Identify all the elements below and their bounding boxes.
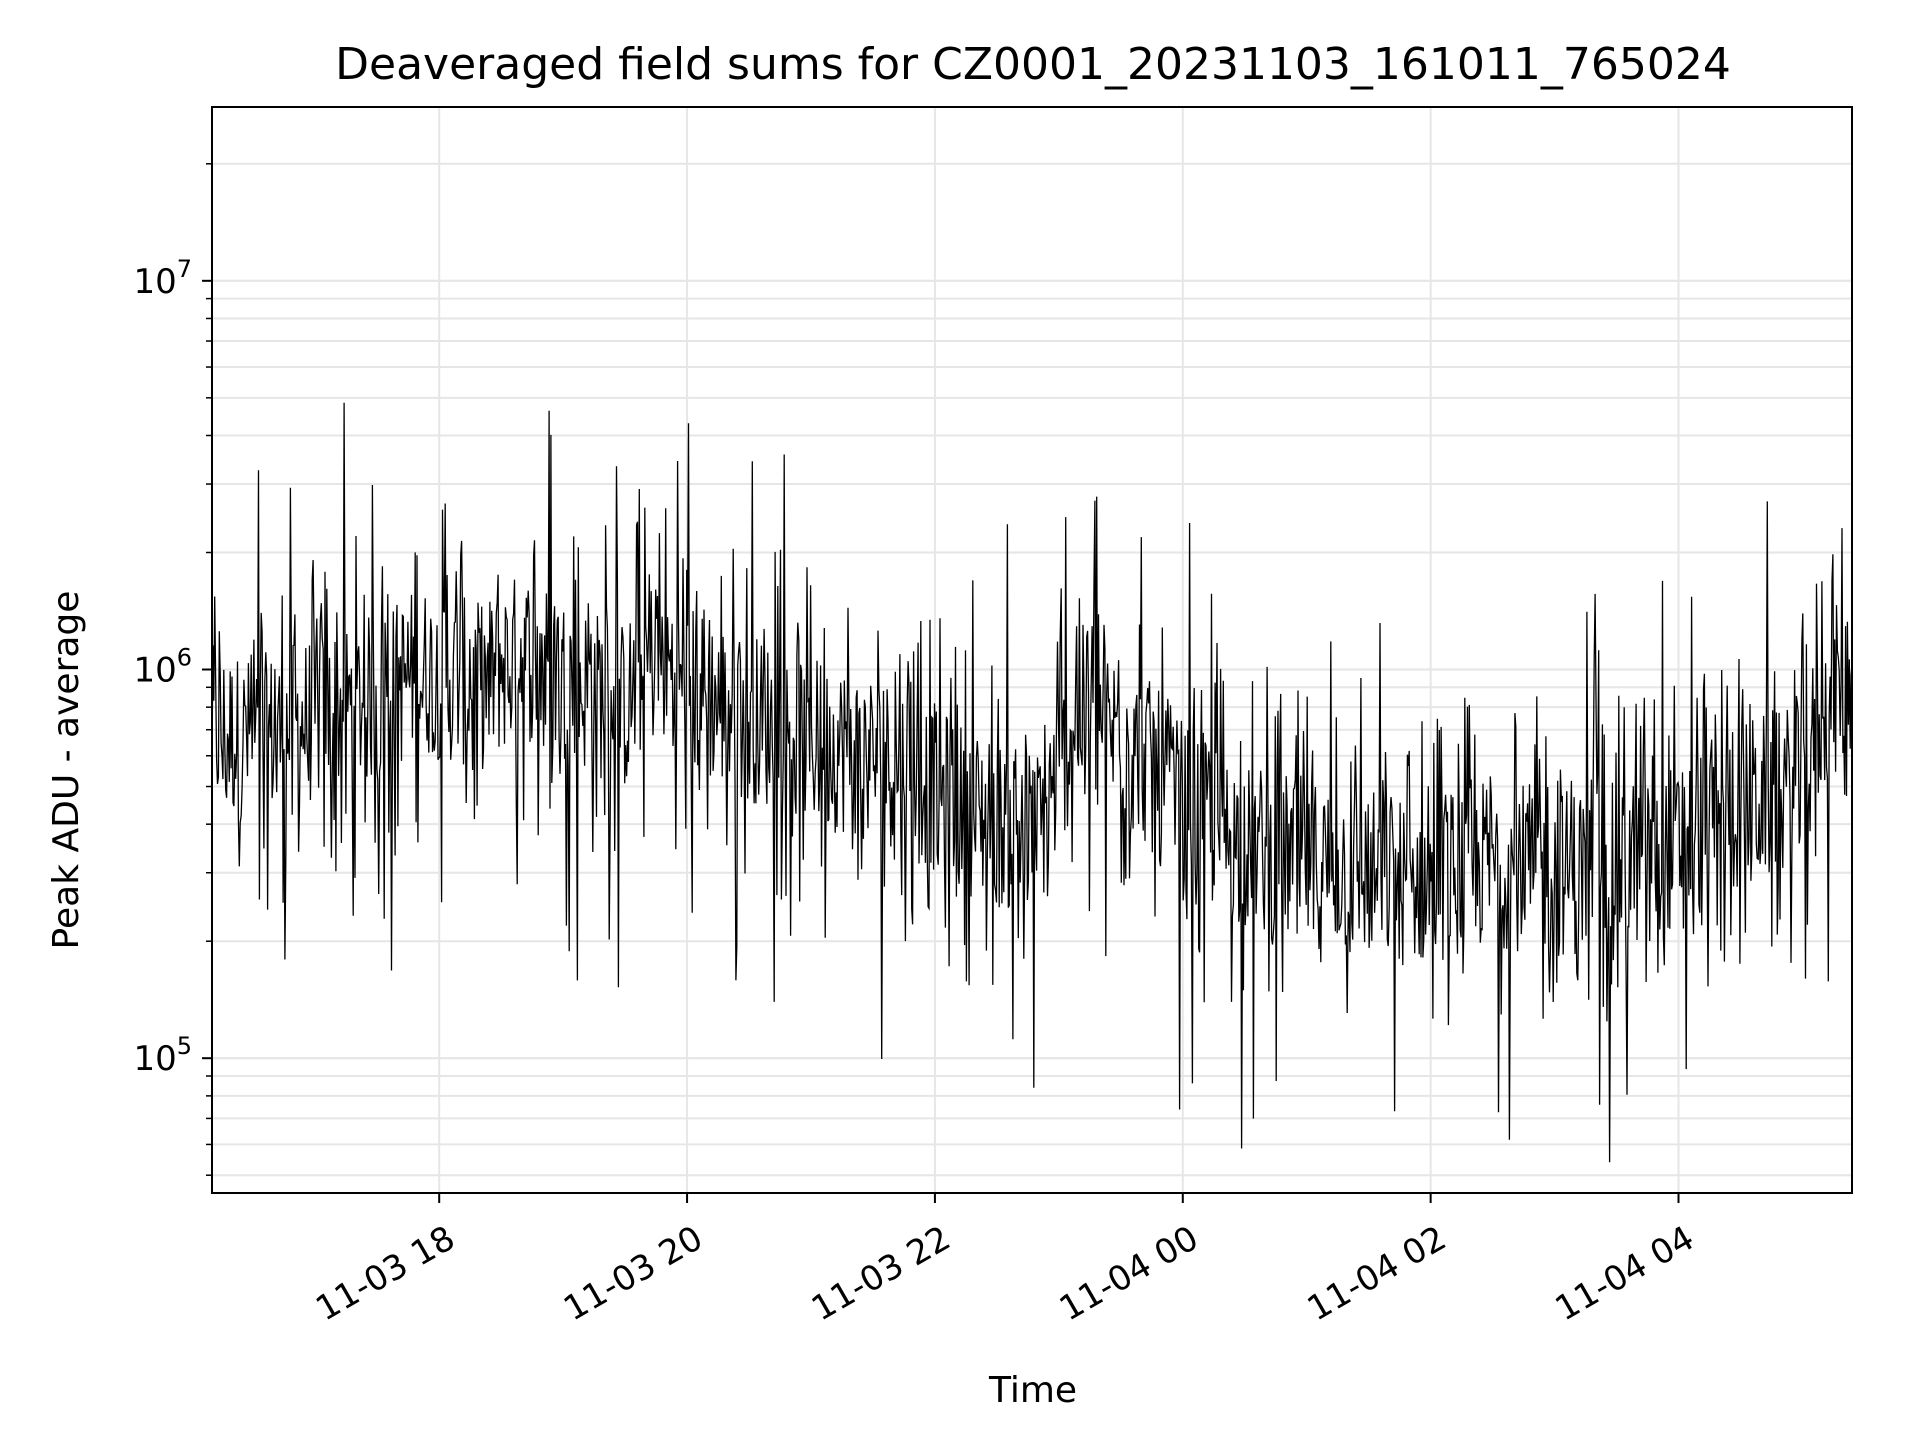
y-axis-title: Peak ADU - average	[46, 591, 87, 950]
data-line	[211, 402, 1853, 1163]
grid-lines	[212, 107, 1852, 1193]
plot-area-frame	[211, 106, 1853, 1194]
data-series	[211, 402, 1853, 1163]
y-tick-label: 107	[133, 255, 192, 302]
y-tick-label: 105	[133, 1032, 192, 1079]
x-axis-title: Time	[988, 1370, 1077, 1411]
y-tick-label: 106	[133, 644, 192, 691]
chart-title: Deaveraged field sums for CZ0001_2023110…	[335, 39, 1731, 90]
